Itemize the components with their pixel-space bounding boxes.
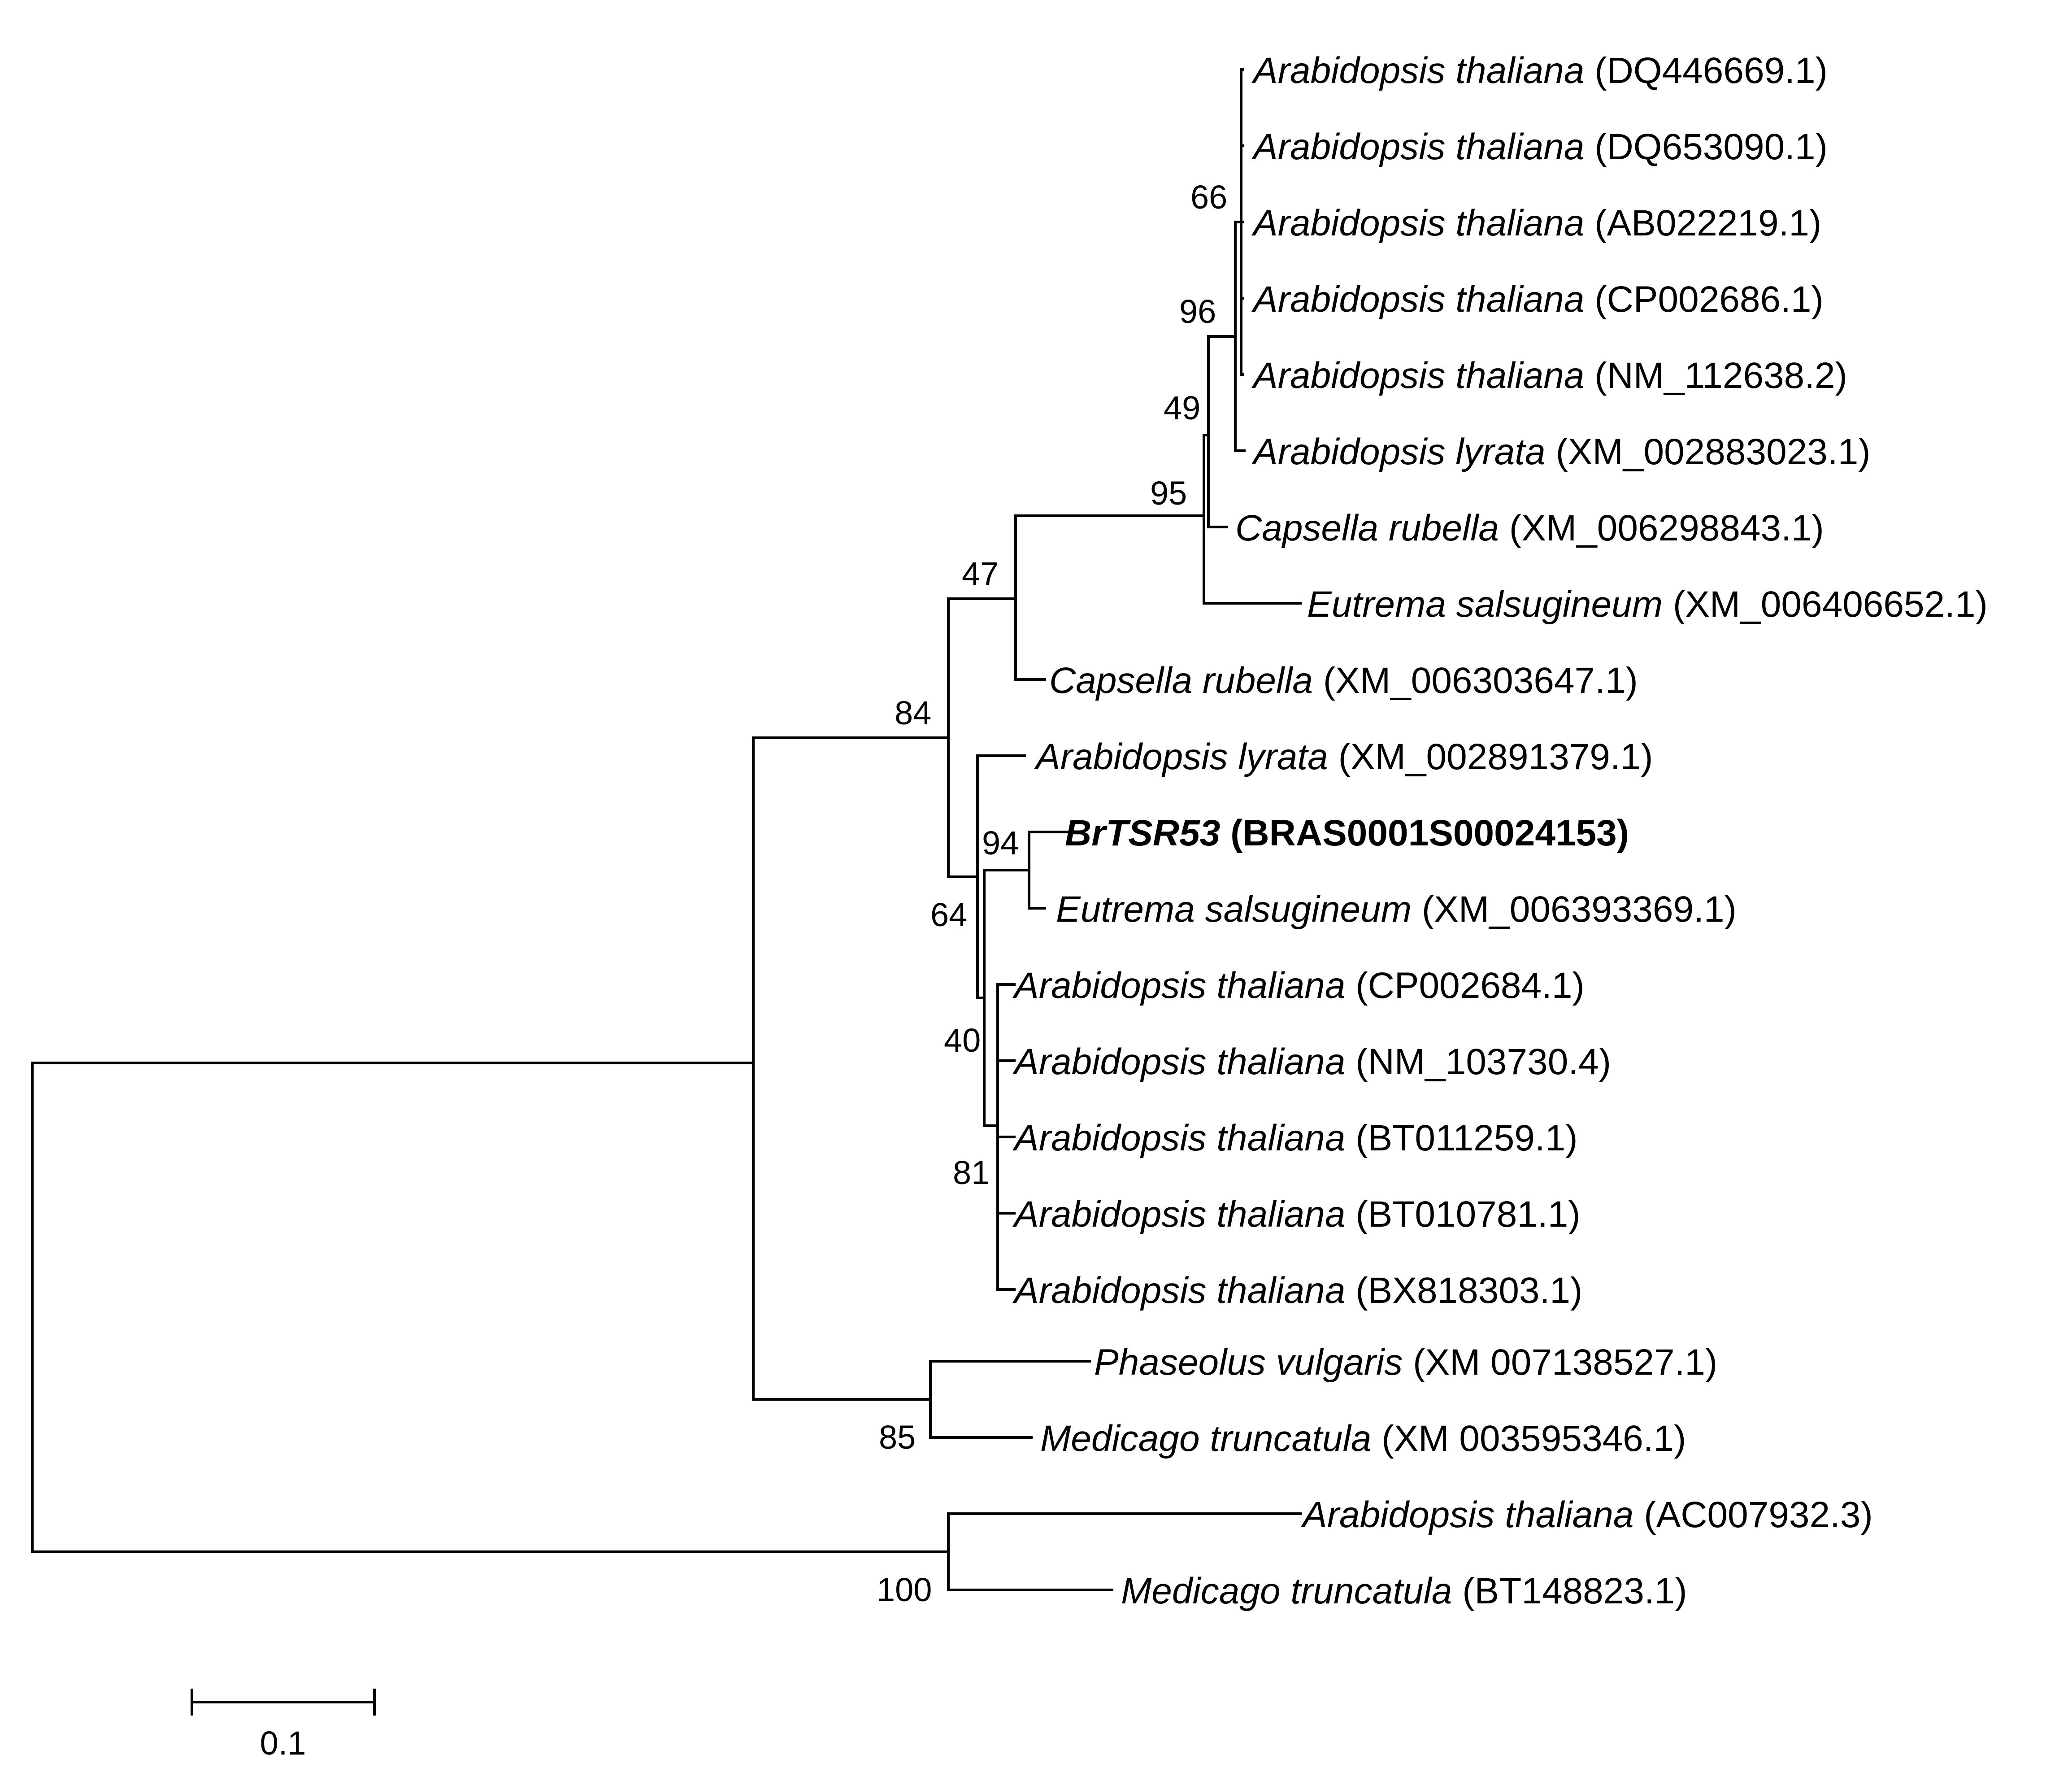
accession-number: (XM_006393369.1) [1422, 889, 1737, 930]
species-name: Eutrema salsugineum [1056, 889, 1412, 930]
scale-bar: 0.1 [191, 1689, 376, 1762]
leaf-label: Arabidopsis thaliana (BT010781.1) [1012, 1194, 1581, 1235]
species-name: Eutrema salsugineum [1307, 584, 1663, 625]
accession-number: (CP002686.1) [1594, 279, 1824, 320]
accession-number: (NM_103730.4) [1355, 1041, 1611, 1082]
accession-number: (AB022219.1) [1594, 203, 1821, 244]
species-name: Arabidopsis thaliana [1012, 1118, 1345, 1158]
leaf-label: Arabidopsis thaliana (AC007932.3) [1300, 1494, 1873, 1535]
leaf-label: Arabidopsis thaliana (CP002686.1) [1251, 279, 1824, 320]
leaf-label: Eutrema salsugineum (XM_006406652.1) [1307, 584, 1988, 625]
leaf-label: Arabidopsis thaliana (NM_103730.4) [1012, 1041, 1611, 1082]
accession-number: (NM_112638.2) [1594, 355, 1847, 396]
species-name: Arabidopsis thaliana [1012, 965, 1345, 1006]
species-name: Arabidopsis lyrata [1034, 736, 1328, 777]
species-name: BrTSR53 [1065, 813, 1220, 854]
species-name: Arabidopsis thaliana [1012, 1041, 1345, 1082]
bootstrap-value: 81 [953, 1154, 990, 1191]
species-name: Capsella rubella [1049, 660, 1313, 701]
accession-number: (BT011259.1) [1355, 1118, 1577, 1158]
leaf-label: Arabidopsis thaliana (CP002684.1) [1012, 965, 1585, 1006]
accession-number: (XM_006406652.1) [1673, 584, 1988, 625]
leaf-label: Capsella rubella (XM_006303647.1) [1049, 660, 1638, 701]
accession-number: (BT148823.1) [1462, 1571, 1687, 1611]
bootstrap-value: 40 [944, 1022, 981, 1059]
accession-number: (XM_002891379.1) [1338, 736, 1653, 777]
leaf-label: Medicago truncatula (XM 003595346.1) [1040, 1418, 1686, 1459]
accession-number: (XM 003595346.1) [1381, 1418, 1686, 1459]
leaf-label: Arabidopsis thaliana (BT011259.1) [1012, 1118, 1578, 1158]
accession-number: (CP002684.1) [1355, 965, 1585, 1006]
leaf-label: Arabidopsis thaliana (DQ446669.1) [1251, 50, 1828, 91]
accession-number: (DQ653090.1) [1594, 126, 1828, 167]
bootstrap-value: 100 [877, 1571, 932, 1608]
species-name: Phaseolus vulgaris [1094, 1342, 1403, 1383]
bootstrap-value: 49 [1164, 389, 1200, 427]
leaf-label: Phaseolus vulgaris (XM 007138527.1) [1094, 1342, 1717, 1383]
bootstrap-value: 85 [879, 1419, 916, 1456]
accession-number: (BT010781.1) [1355, 1194, 1580, 1235]
species-name: Arabidopsis thaliana [1251, 50, 1584, 91]
leaf-label: Arabidopsis thaliana (DQ653090.1) [1251, 126, 1828, 167]
leaf-label: Arabidopsis thaliana (NM_112638.2) [1251, 355, 1847, 396]
species-name: Arabidopsis thaliana [1251, 203, 1584, 244]
species-name: Arabidopsis thaliana [1012, 1194, 1345, 1235]
species-name: Arabidopsis lyrata [1251, 431, 1546, 472]
species-name: Capsella rubella [1235, 508, 1499, 549]
leaf-labels: Arabidopsis thaliana (DQ446669.1) Arabid… [1012, 50, 1988, 1611]
leaf-label-highlighted: BrTSR53 (BRAS0001S00024153) [1065, 813, 1629, 854]
accession-number: (BRAS0001S00024153) [1230, 813, 1629, 854]
tree-branches [31, 68, 1302, 1591]
bootstrap-value: 84 [895, 694, 931, 732]
leaf-label: Arabidopsis thaliana (AB022219.1) [1251, 203, 1821, 244]
species-name: Arabidopsis thaliana [1251, 279, 1584, 320]
accession-number: (DQ446669.1) [1594, 50, 1828, 91]
accession-number: (XM_006303647.1) [1323, 660, 1638, 701]
species-name: Medicago truncatula [1040, 1418, 1371, 1459]
leaf-label: Arabidopsis lyrata (XM_002883023.1) [1251, 431, 1871, 472]
accession-number: (XM 007138527.1) [1413, 1342, 1717, 1383]
leaf-label: Medicago truncatula (BT148823.1) [1121, 1571, 1687, 1611]
bootstrap-value: 64 [930, 896, 967, 933]
species-name: Arabidopsis thaliana [1300, 1494, 1633, 1535]
scale-bar-label: 0.1 [260, 1724, 306, 1762]
bootstrap-value: 95 [1150, 475, 1187, 512]
bootstrap-value: 47 [962, 555, 999, 592]
leaf-label: Arabidopsis thaliana (BX818303.1) [1012, 1270, 1582, 1311]
accession-number: (BX818303.1) [1355, 1270, 1582, 1311]
leaf-label: Eutrema salsugineum (XM_006393369.1) [1056, 889, 1737, 930]
accession-number: (XM_002883023.1) [1556, 431, 1871, 472]
accession-number: (AC007932.3) [1644, 1494, 1873, 1535]
bootstrap-value: 94 [982, 824, 1019, 862]
leaf-label: Arabidopsis lyrata (XM_002891379.1) [1034, 736, 1653, 777]
species-name: Arabidopsis thaliana [1251, 126, 1584, 167]
bootstrap-value: 66 [1190, 179, 1227, 216]
accession-number: (XM_006298843.1) [1509, 508, 1824, 549]
species-name: Arabidopsis thaliana [1251, 355, 1584, 396]
bootstrap-value: 96 [1179, 293, 1216, 330]
species-name: Medicago truncatula [1121, 1571, 1452, 1611]
bootstrap-values: 66 96 49 95 47 84 94 64 40 81 85 100 [877, 179, 1227, 1608]
leaf-label: Capsella rubella (XM_006298843.1) [1235, 508, 1824, 549]
species-name: Arabidopsis thaliana [1012, 1270, 1345, 1311]
